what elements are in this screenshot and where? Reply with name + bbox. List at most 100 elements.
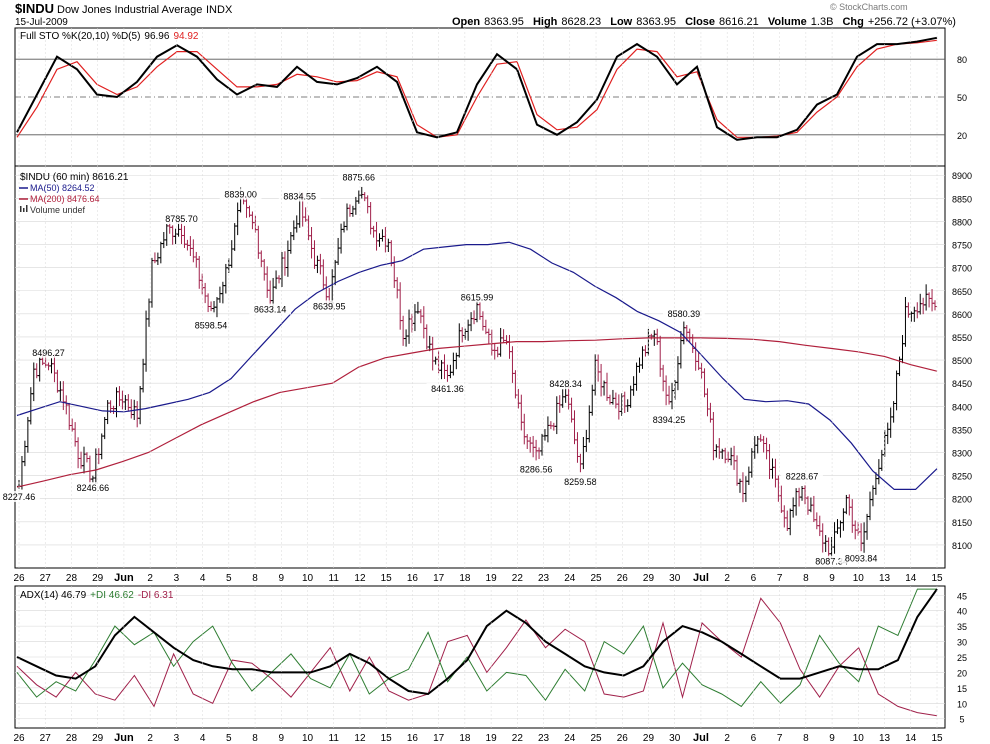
x-tick-label: 25 <box>590 733 602 744</box>
price-annotation-bg <box>308 300 351 312</box>
ohlc-summary: Open 8363.95 High 8628.23 Low 8363.95 Close… <box>452 16 956 28</box>
x-tick-label: 15 <box>381 733 393 744</box>
adx-y-tick: 25 <box>957 653 967 663</box>
adx-legend: ADX(14) 46.79 +DI 46.62 -DI 6.31 <box>20 590 174 601</box>
price-annotation-bg <box>219 188 262 200</box>
price-annotation: 8580.39 <box>662 307 705 319</box>
price-annotation-label: 8228.67 <box>786 471 819 481</box>
stochastic-layer: 20 50 80 <box>15 36 967 141</box>
close-value: 8616.21 <box>719 16 759 28</box>
high-value: 8628.23 <box>561 16 601 28</box>
x-tick-label: 2 <box>147 573 153 584</box>
close-label: Close <box>685 16 715 28</box>
price-annotation-bg <box>515 463 557 475</box>
price-annotation-bg <box>840 552 883 564</box>
x-tick-label: 13 <box>879 573 891 584</box>
price-annotation: 8639.95 <box>308 300 351 312</box>
x-tick-label: 16 <box>407 733 419 744</box>
adx-y-tick: 15 <box>957 684 967 694</box>
x-tick-label: 2 <box>724 573 730 584</box>
x-tick-label: 13 <box>879 733 891 744</box>
x-tick-label: 9 <box>279 733 285 744</box>
price-y-tick: 8450 <box>952 379 972 389</box>
sto-y-tick: 20 <box>957 131 967 141</box>
volume-value: 1.3B <box>811 16 834 28</box>
price-annotation-label: 8087.34 <box>815 557 848 567</box>
x-axis: 2626272728282929JunJun223344558899101011… <box>13 28 943 744</box>
sto-y-tick: 80 <box>957 55 967 65</box>
price-annotation-label: 8834.55 <box>283 191 316 201</box>
price-annotation-bg <box>71 482 114 494</box>
price-annotation-bg <box>278 190 321 202</box>
price-annotation-bg <box>662 307 705 319</box>
adx-y-tick: 45 <box>957 591 967 601</box>
x-tick-label: 10 <box>302 573 314 584</box>
volume-legend-icon <box>20 205 28 212</box>
x-tick-label: 11 <box>329 733 340 744</box>
price-annotation-bg <box>810 555 853 567</box>
price-annotation: 8785.70 <box>160 213 203 225</box>
x-tick-label: 22 <box>512 733 524 744</box>
price-y-tick: 8200 <box>952 495 972 505</box>
sto-k-value: 96.96 <box>144 31 169 42</box>
low-value: 8363.95 <box>636 16 676 28</box>
x-tick-label: 7 <box>777 573 783 584</box>
x-tick-label: 28 <box>66 733 78 744</box>
sto-legend-prefix: Full STO %K(20,10) %D(5) <box>20 31 140 42</box>
price-annotation-bg <box>426 382 469 394</box>
price-annotation-label: 8875.66 <box>343 172 376 182</box>
adx-y-tick: 20 <box>957 668 967 678</box>
price-annotation-label: 8633.14 <box>254 305 287 315</box>
ohlc-bar <box>933 300 937 311</box>
x-tick-label: 26 <box>617 733 629 744</box>
x-tick-label: 3 <box>174 573 180 584</box>
price-annotation-bg <box>0 491 40 503</box>
x-tick-label: Jul <box>693 572 709 584</box>
x-tick-label: 12 <box>354 573 366 584</box>
x-tick-label: 26 <box>617 573 629 584</box>
x-tick-label: 3 <box>174 733 180 744</box>
price-annotation-label: 8615.99 <box>461 292 494 302</box>
x-tick-label: 6 <box>751 573 757 584</box>
x-tick-label: 26 <box>13 573 25 584</box>
price-annotation-label: 8394.25 <box>653 415 686 425</box>
x-tick-label: 27 <box>40 573 52 584</box>
price-y-tick: 8600 <box>952 310 972 320</box>
adx-y-tick: 5 <box>959 715 964 725</box>
x-tick-label: 14 <box>905 733 917 744</box>
price-panel <box>14 165 946 569</box>
x-tick-label: 5 <box>226 733 232 744</box>
x-tick-label: 10 <box>853 733 865 744</box>
x-tick-label: 7 <box>777 733 783 744</box>
x-tick-label: 10 <box>302 733 314 744</box>
x-tick-label: 30 <box>669 733 681 744</box>
x-tick-label: 8 <box>803 733 809 744</box>
price-annotation-label: 8580.39 <box>668 309 701 319</box>
volume-legend: Volume undef <box>30 205 86 215</box>
price-annotation-label: 8496.27 <box>32 348 65 358</box>
x-tick-label: 18 <box>459 733 471 744</box>
x-tick-label: 10 <box>853 573 865 584</box>
x-tick-label: 23 <box>538 573 550 584</box>
adx-y-tick: 10 <box>957 699 967 709</box>
price-annotation: 8394.25 <box>648 413 690 425</box>
price-annotation: 8087.34 <box>810 555 853 567</box>
symbol-title: $INDU <box>15 1 54 16</box>
price-y-tick: 8300 <box>952 448 972 458</box>
price-annotation: 8875.66 <box>337 171 380 183</box>
adx-layer: 5 10 15 20 25 30 35 40 45 <box>15 588 967 725</box>
low-label: Low <box>610 16 632 28</box>
x-tick-label: 2 <box>724 733 730 744</box>
chg-value: +256.72 (+3.07%) <box>868 16 956 28</box>
x-tick-label: 24 <box>564 573 576 584</box>
x-tick-label: Jul <box>693 732 709 744</box>
adx-y-tick: 40 <box>957 607 967 617</box>
price-annotation-bg <box>544 378 587 390</box>
x-tick-label: 2 <box>147 733 153 744</box>
x-tick-label: 23 <box>538 733 550 744</box>
price-legend-title: $INDU (60 min) 8616.21 <box>20 172 129 183</box>
price-annotation: 8246.66 <box>71 482 114 494</box>
chg-label: Chg <box>842 16 863 28</box>
price-y-tick: 8350 <box>952 425 972 435</box>
x-tick-label: 19 <box>486 733 498 744</box>
